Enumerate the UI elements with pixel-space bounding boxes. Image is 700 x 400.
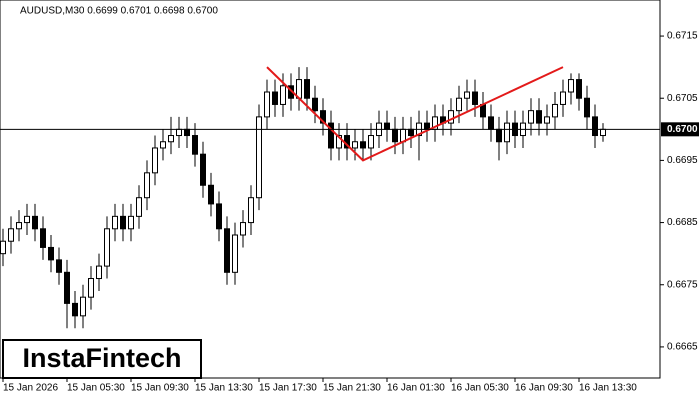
x-tick-label: 15 Jan 17:30 xyxy=(259,383,317,394)
candle-body xyxy=(160,141,166,149)
candle-body xyxy=(448,110,454,124)
candle-body xyxy=(144,172,150,199)
candle-body xyxy=(88,278,94,298)
y-tick-label: 0.6675 xyxy=(667,279,698,290)
y-tick-label: 0.6695 xyxy=(667,155,698,166)
candle-body xyxy=(16,222,22,230)
y-tick-label: 0.6665 xyxy=(667,342,698,353)
x-tick-label: 15 Jan 09:30 xyxy=(131,383,189,394)
candle-body xyxy=(104,228,110,267)
candle-body xyxy=(248,197,254,224)
candle-body xyxy=(328,122,334,149)
candle-body xyxy=(592,116,598,137)
logo-box xyxy=(2,339,202,379)
candle-body xyxy=(568,79,574,93)
candle-body xyxy=(408,128,414,137)
candle-body xyxy=(560,91,566,105)
candle-body xyxy=(584,97,590,118)
candle-body xyxy=(272,91,278,105)
current-price-label: 0.6700 xyxy=(667,124,698,135)
current-price-box xyxy=(661,122,699,137)
candle-body xyxy=(24,215,30,224)
candle-body xyxy=(472,91,478,105)
candle-body xyxy=(80,296,86,317)
candle-body xyxy=(264,91,270,118)
candle-body xyxy=(304,79,310,99)
candle-body xyxy=(360,141,366,149)
candle-body xyxy=(72,302,78,317)
candle-body xyxy=(552,103,558,118)
candle-body xyxy=(200,153,206,186)
candle-body xyxy=(464,91,470,99)
candle-body xyxy=(136,197,142,217)
logo: InstaFintech xyxy=(22,343,181,373)
candle-body xyxy=(240,222,246,236)
candle-body xyxy=(392,128,398,143)
candle-body xyxy=(528,110,534,124)
candle-body xyxy=(496,128,502,143)
candle-body xyxy=(192,135,198,155)
candle-body xyxy=(184,128,190,137)
candle-body xyxy=(176,128,182,137)
x-tick-label: 15 Jan 05:30 xyxy=(67,383,125,394)
candle-body xyxy=(232,234,238,273)
candle-body xyxy=(112,215,118,230)
candle-body xyxy=(96,265,102,280)
y-tick-label: 0.6685 xyxy=(667,217,698,228)
plot-frame xyxy=(0,0,661,379)
x-tick-label: 16 Jan 01:30 xyxy=(387,383,445,394)
candle-body xyxy=(384,122,390,130)
candle-body xyxy=(544,116,550,124)
candle-body xyxy=(40,228,46,248)
x-tick-label: 15 Jan 13:30 xyxy=(195,383,253,394)
candle-body xyxy=(224,228,230,273)
candle-body xyxy=(8,228,14,242)
candle-body xyxy=(48,246,54,261)
candle-body xyxy=(352,141,358,149)
candle-body xyxy=(152,147,158,174)
candle-body xyxy=(120,215,126,230)
y-tick-label: 0.6705 xyxy=(667,93,698,104)
candle-body xyxy=(600,128,606,137)
candle-body xyxy=(256,116,262,199)
candle-body xyxy=(456,97,462,112)
candle-body xyxy=(320,110,326,124)
candle-body xyxy=(368,135,374,149)
candle-body xyxy=(336,135,342,149)
candle-body xyxy=(424,122,430,130)
candle-body xyxy=(64,271,70,304)
candle-body xyxy=(208,184,214,205)
x-tick-label: 16 Jan 13:30 xyxy=(579,383,637,394)
candle-body xyxy=(32,215,38,230)
candle-body xyxy=(280,85,286,105)
candle-body xyxy=(488,116,494,130)
candle-body xyxy=(56,259,62,273)
candle-body xyxy=(0,240,6,255)
x-tick-label: 15 Jan 2026 xyxy=(3,383,58,394)
candle-body xyxy=(216,203,222,230)
chart-title: AUDUSD,M30 0.6699 0.6701 0.6698 0.6700 xyxy=(20,6,218,17)
candle-body xyxy=(504,122,510,143)
x-tick-label: 15 Jan 21:30 xyxy=(323,383,381,394)
pattern-line xyxy=(266,66,564,162)
candle-body xyxy=(128,215,134,230)
candle-body xyxy=(536,110,542,124)
x-tick-label: 16 Jan 05:30 xyxy=(451,383,509,394)
x-tick-label: 16 Jan 09:30 xyxy=(515,383,573,394)
candle-body xyxy=(312,97,318,112)
y-tick-label: 0.6715 xyxy=(667,31,698,42)
candle-body xyxy=(168,135,174,143)
candle-body xyxy=(576,79,582,99)
